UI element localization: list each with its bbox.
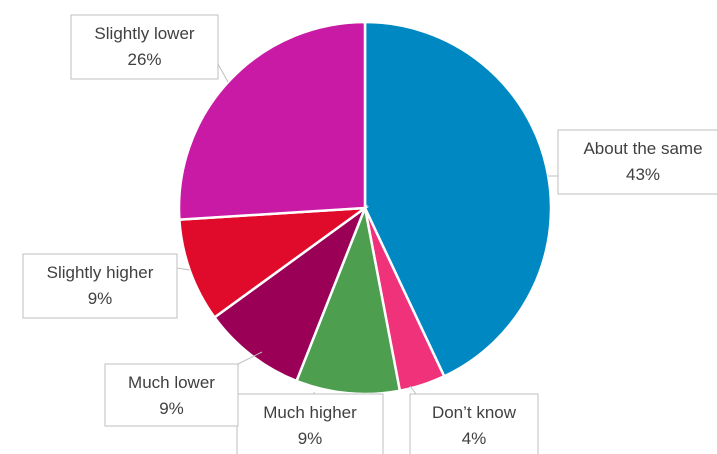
data-label-box [22,253,178,319]
data-label-value: 26% [127,50,161,69]
data-label-category: Much lower [128,373,215,392]
data-label-category: Much higher [263,403,357,422]
data-labels: About the same 43% Don’t know 4% Much higher… [22,14,717,454]
data-label: Slightly higher 9% [22,253,178,319]
data-label: About the same 43% [557,129,717,195]
data-label: Much higher 9% [236,393,384,454]
data-label: Don’t know 4% [409,393,539,454]
data-label-value: 9% [159,399,184,418]
pie-slice-slightly-lower [177,20,367,222]
data-label-value: 43% [626,165,660,184]
pie-slice-much-higher [294,203,402,396]
data-label-category: Slightly lower [94,24,194,43]
pie-slices [177,20,553,396]
data-label-box [70,14,219,80]
data-label-box [557,129,717,195]
leader-line [237,351,263,365]
data-label-value: 4% [462,429,487,448]
data-label-value: 9% [88,289,113,308]
data-label: Slightly lower 26% [70,14,219,80]
leader-line [176,267,191,271]
data-label-category: Slightly higher [47,263,154,282]
data-label-box [236,393,384,454]
leader-line [217,63,229,83]
leader-line [409,385,417,395]
data-label-value: 9% [298,429,323,448]
leader-lines [176,63,558,395]
pie-slice-about-the-same [363,20,553,378]
data-label: Much lower 9% [104,363,239,427]
pie-slice-much-lower [212,204,368,383]
data-label-category: About the same [583,139,702,158]
data-label-box [409,393,539,454]
pie-slice-slightly-higher [178,206,370,320]
data-label-box [104,363,239,427]
data-label-category: Don’t know [432,403,517,422]
